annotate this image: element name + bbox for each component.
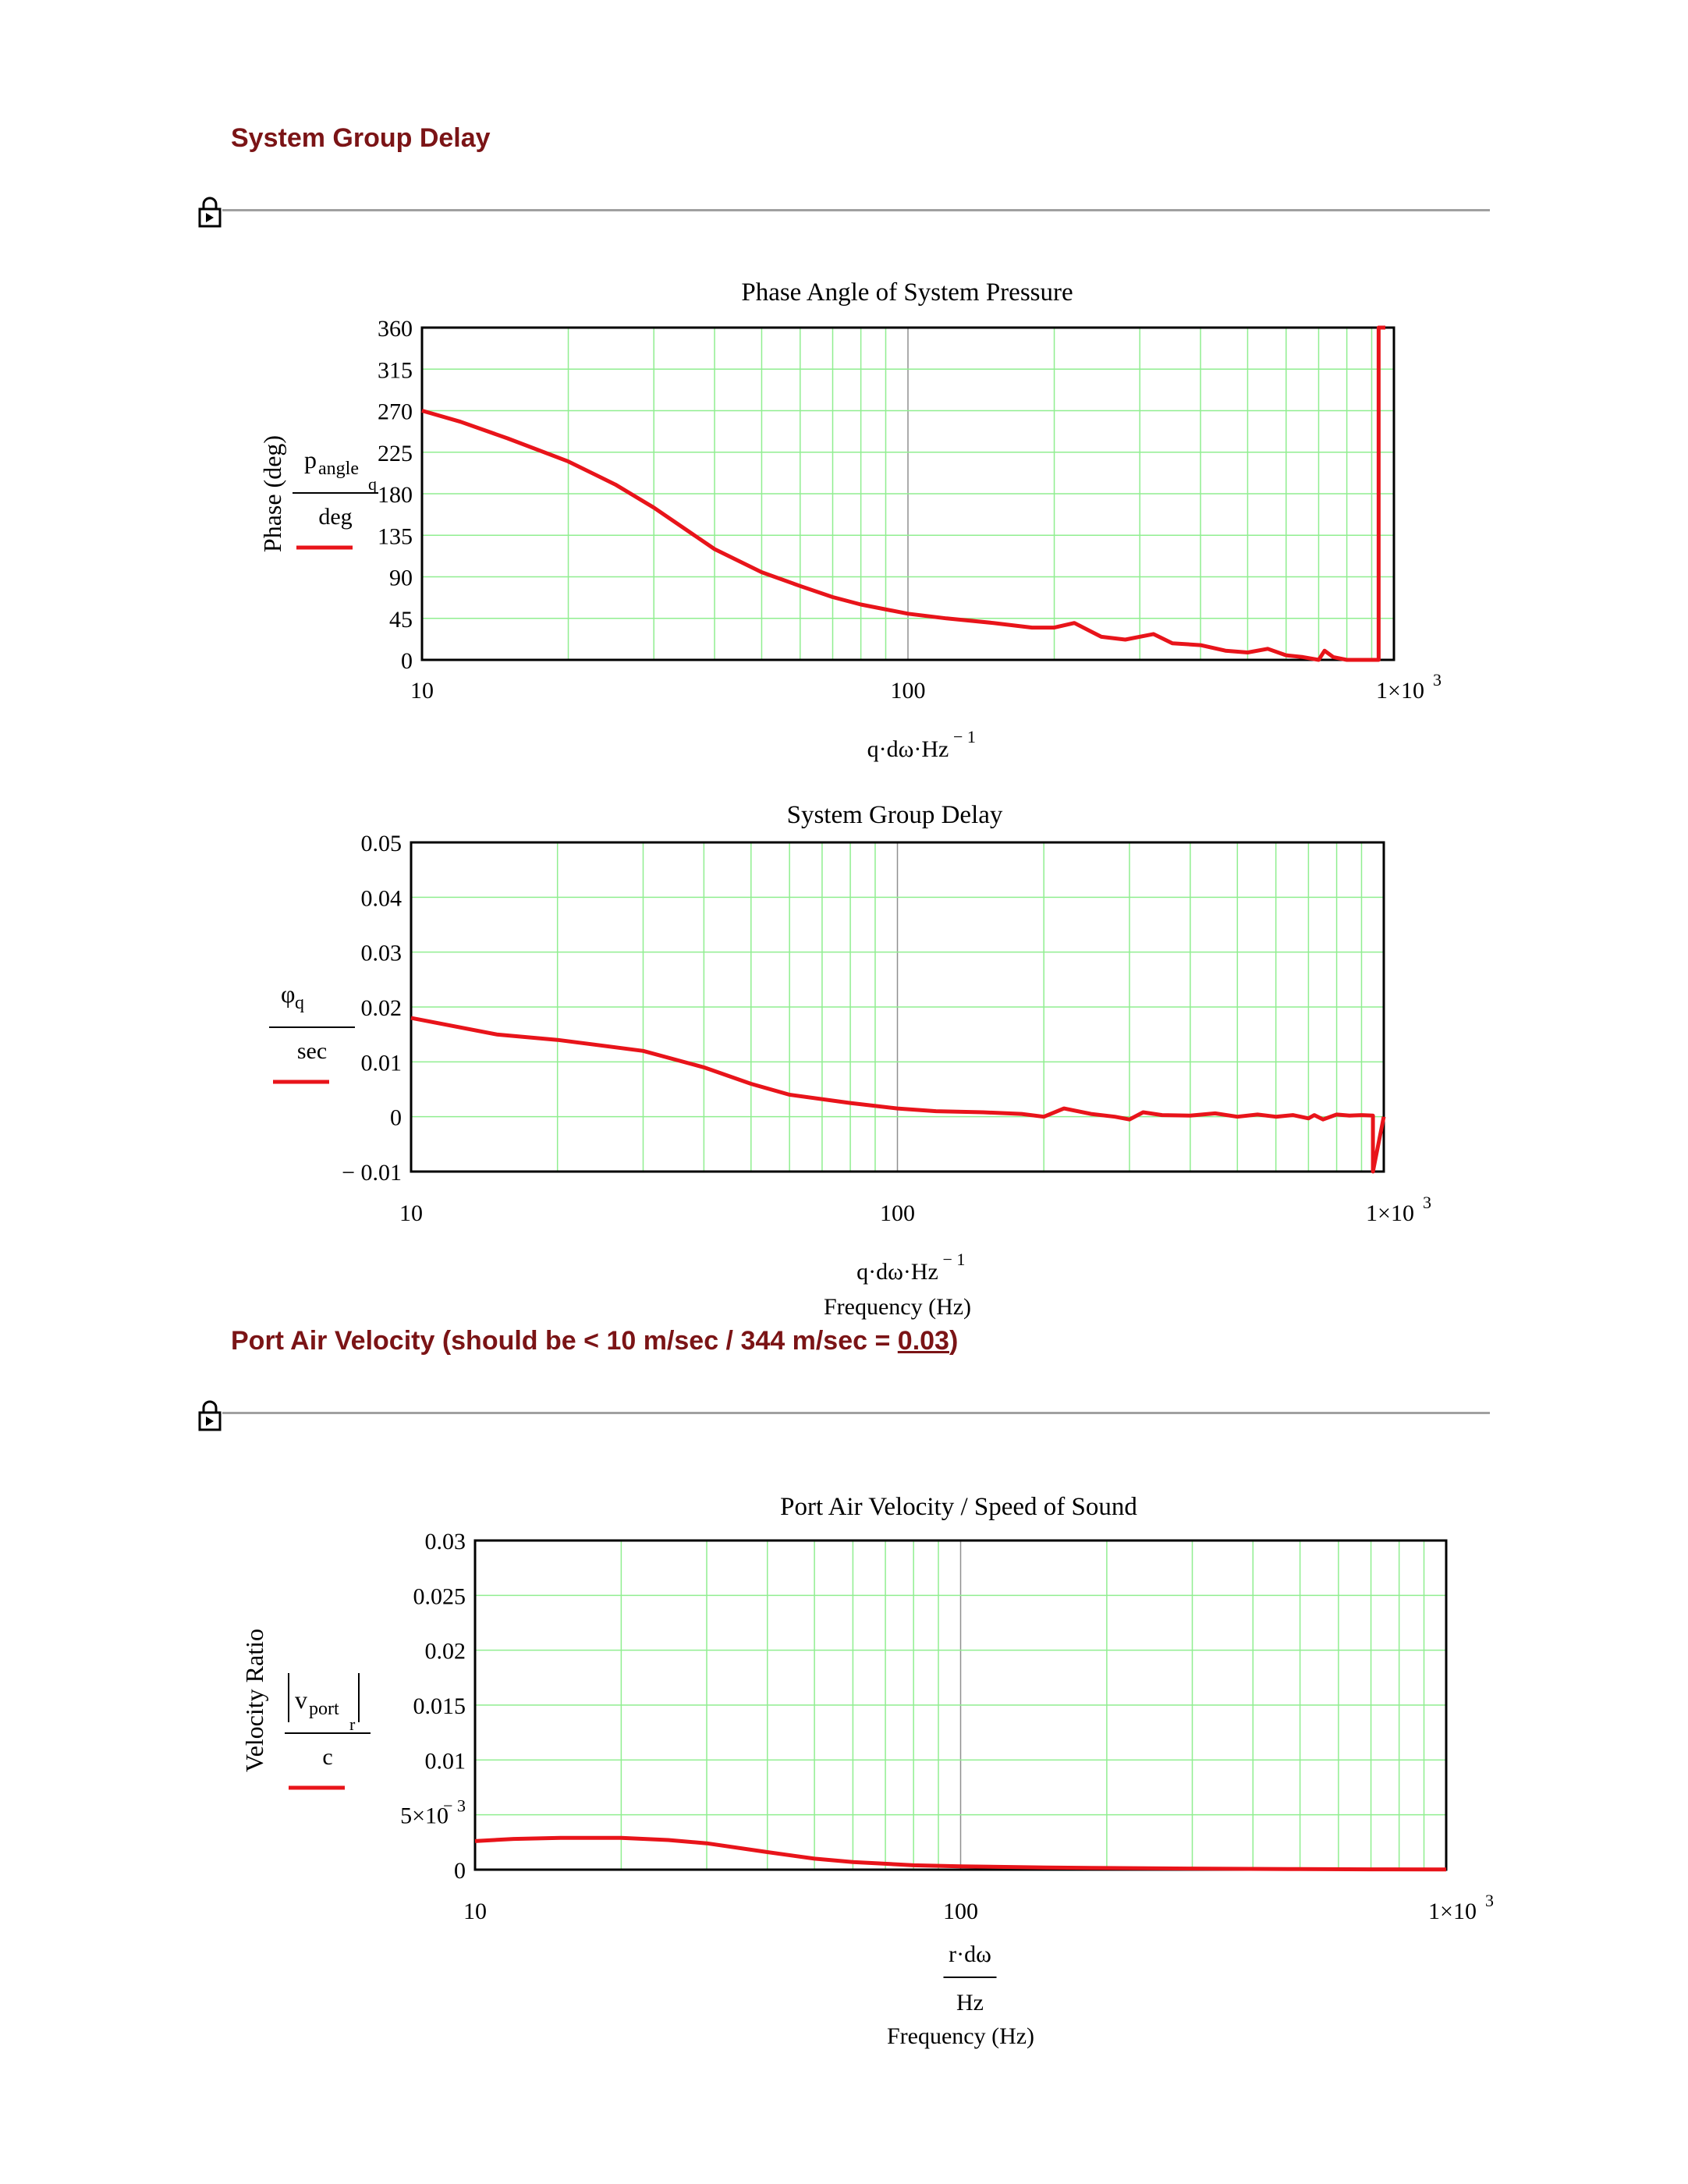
region-divider (222, 1412, 1490, 1414)
velocity-heading-value: 0.03 (897, 1326, 949, 1356)
phase-angle-chart: Phase Angle of System Pressure 0 45 90 135 18… (258, 278, 1442, 762)
legend-numerator: φ (281, 980, 295, 1008)
x-tick-label: 100 (943, 1899, 978, 1924)
y-tick-label: 0.04 (361, 885, 402, 911)
y-tick-label: 0 (390, 1105, 402, 1131)
x-tick-exponent: 3 (1423, 1193, 1431, 1212)
y-tick-label: 0.05 (361, 831, 402, 856)
velocity-heading-text: Port Air Velocity (should be < 10 m/sec … (231, 1326, 898, 1356)
legend-numerator-index: r (349, 1714, 356, 1734)
x-tick-exponent: 3 (1485, 1891, 1494, 1910)
y-tick-label: − 0.01 (342, 1160, 402, 1186)
y-tick-label: 0.02 (425, 1639, 466, 1665)
y-tick-label: 180 (378, 482, 413, 508)
port-velocity-chart: Port Air Velocity / Speed of Sound 0 5×10−… (240, 1493, 1494, 2049)
x-tick-label: 1×10 (1428, 1899, 1477, 1924)
legend-denominator: sec (297, 1038, 327, 1064)
x-axis-label-denominator: Hz (956, 1990, 984, 2016)
y-tick-label: 45 (389, 607, 413, 633)
y-tick-label: 225 (378, 441, 413, 466)
plot-frame (473, 1539, 1448, 1871)
legend-numerator-subscript: angle (318, 459, 359, 479)
x-tick-label: 1×10 (1376, 678, 1424, 704)
x-axis-label-exponent: − 1 (953, 727, 976, 746)
chart-title: Port Air Velocity / Speed of Sound (780, 1493, 1137, 1521)
x-tick-label: 1×10 (1366, 1200, 1414, 1226)
x-tick-exponent: 3 (1433, 670, 1442, 690)
x-axis-label: q·dω·Hz (867, 736, 949, 762)
y-tick-label: 135 (378, 523, 413, 549)
y-tick-label: 0.02 (361, 995, 402, 1021)
y-axis-label: Phase (deg) (258, 435, 286, 552)
y-tick-label: 0.01 (425, 1748, 466, 1774)
legend-numerator: p (304, 445, 317, 473)
legend-numerator: v (295, 1686, 307, 1714)
series-line (410, 1016, 1386, 1174)
plot-frame (410, 841, 1385, 1173)
x-tick-label: 100 (891, 678, 926, 704)
x-axis-label-exponent: − 1 (943, 1250, 966, 1269)
y-axis-label: Velocity Ratio (240, 1629, 268, 1772)
series-line (421, 325, 1385, 662)
y-tick-label: 0.01 (361, 1050, 402, 1076)
chart-title: Phase Angle of System Pressure (741, 278, 1073, 307)
legend-denominator: deg (318, 504, 352, 530)
x-axis-caption: Frequency (Hz) (887, 2023, 1034, 2049)
legend-numerator-subscript: port (309, 1699, 339, 1719)
legend-denominator: c (322, 1744, 332, 1770)
velocity-heading-close: ) (949, 1326, 959, 1356)
x-axis-caption: Frequency (Hz) (824, 1294, 971, 1320)
x-tick-label: 100 (880, 1200, 915, 1226)
series-line (474, 1835, 1447, 1872)
x-axis-label-numerator: r·dω (949, 1941, 991, 1967)
y-tick-label: 0 (454, 1858, 466, 1884)
x-tick-label: 10 (410, 678, 434, 704)
lock-icon[interactable] (197, 197, 222, 228)
y-tick-label: 0.03 (361, 941, 402, 966)
y-tick-label: 315 (378, 357, 413, 383)
y-tick-label: 0 (401, 648, 413, 674)
y-tick-exponent: − 3 (443, 1796, 466, 1816)
y-tick-label: 270 (378, 399, 413, 425)
legend-numerator-index: q (368, 474, 377, 494)
x-tick-label: 10 (399, 1200, 423, 1226)
y-tick-label: 360 (378, 316, 413, 342)
lock-icon[interactable] (197, 1400, 222, 1431)
chart-title: System Group Delay (787, 801, 1003, 829)
y-tick-label: 0.015 (413, 1693, 466, 1719)
region-divider (222, 209, 1490, 211)
y-tick-label: 5×10 (400, 1803, 449, 1829)
section-heading-port-velocity: Port Air Velocity (should be < 10 m/sec … (231, 1326, 958, 1356)
legend-numerator-subscript: q (295, 993, 304, 1013)
y-tick-label: 0.03 (425, 1529, 466, 1555)
plot-frame (420, 326, 1395, 661)
y-tick-label: 90 (389, 566, 413, 591)
section-heading-group-delay: System Group Delay (231, 123, 491, 153)
x-axis-label: q·dω·Hz (856, 1259, 938, 1285)
group-delay-chart: System Group Delay − 0.01 0 0.01 0.02 0.03 0.0… (269, 801, 1431, 1320)
y-tick-label: 0.025 (413, 1583, 466, 1609)
x-tick-label: 10 (463, 1899, 487, 1924)
